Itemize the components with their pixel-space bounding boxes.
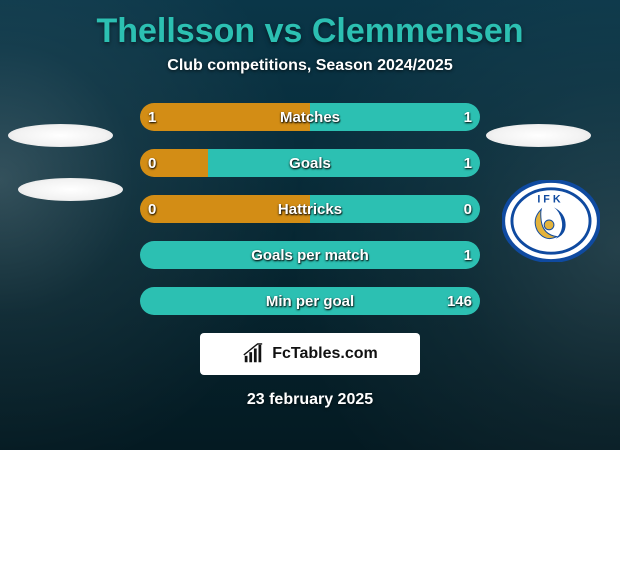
stat-bar-track: 1Goals per match	[140, 241, 480, 269]
stat-bar-left	[140, 103, 310, 131]
stat-row: 146Min per goal	[0, 287, 620, 315]
stat-bar-right	[140, 241, 480, 269]
stat-value-left: 0	[140, 195, 164, 223]
card-date: 23 february 2025	[0, 391, 620, 409]
stat-value-left: 1	[140, 103, 164, 131]
stat-bar-track: 146Min per goal	[140, 287, 480, 315]
stat-value-left	[140, 241, 156, 269]
stat-row: 11Matches	[0, 103, 620, 131]
stat-bar-right	[140, 287, 480, 315]
stat-value-right: 0	[456, 195, 480, 223]
page-title: Thellsson vs Clemmensen	[0, 0, 620, 57]
stat-value-left	[140, 287, 156, 315]
stat-row: 01Goals	[0, 149, 620, 177]
branding-badge: FcTables.com	[200, 333, 420, 375]
stat-value-right: 146	[439, 287, 480, 315]
stat-value-right: 1	[456, 149, 480, 177]
stat-bar-track: 01Goals	[140, 149, 480, 177]
stat-bar-track: 11Matches	[140, 103, 480, 131]
subtitle: Club competitions, Season 2024/2025	[0, 57, 620, 103]
bar-chart-icon	[242, 343, 264, 365]
stats-rows: 11Matches01Goals00Hattricks1Goals per ma…	[0, 103, 620, 315]
stat-bar-left	[140, 195, 310, 223]
stat-value-right: 1	[456, 241, 480, 269]
stat-value-left: 0	[140, 149, 164, 177]
stat-value-right: 1	[456, 103, 480, 131]
stat-row: 00Hattricks	[0, 195, 620, 223]
stat-bar-right	[310, 195, 480, 223]
comparison-card: Thellsson vs Clemmensen Club competition…	[0, 0, 620, 450]
stat-row: 1Goals per match	[0, 241, 620, 269]
branding-text: FcTables.com	[272, 345, 378, 363]
stat-bar-right	[208, 149, 480, 177]
stat-bar-track: 00Hattricks	[140, 195, 480, 223]
stat-bar-right	[310, 103, 480, 131]
